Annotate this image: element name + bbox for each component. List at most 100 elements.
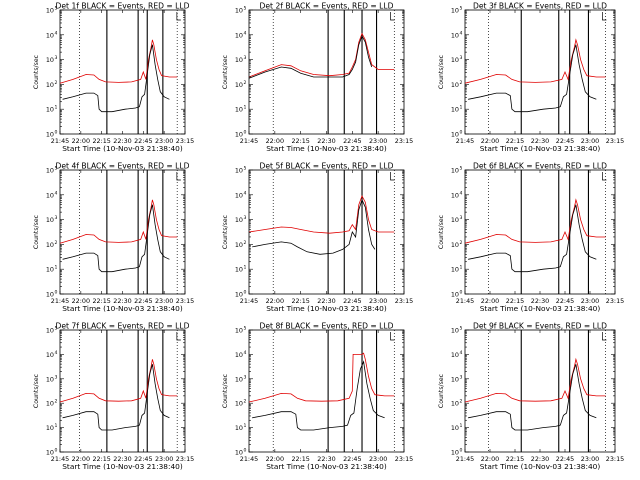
y-tick-label: 10 xyxy=(451,216,459,224)
x-tick-label: 23:15 xyxy=(395,455,413,463)
x-tick-label: 22:00 xyxy=(266,455,284,463)
events-series-line xyxy=(252,360,385,431)
y-tick-exponent: 3 xyxy=(55,374,58,380)
panel-title: Det 1f BLACK = Events, RED = LLD xyxy=(56,2,190,11)
x-tick-label: 23:00 xyxy=(155,297,173,305)
x-tick-label: 23:15 xyxy=(606,455,624,463)
x-tick-label: 22:15 xyxy=(506,455,524,463)
y-tick-label: 10 xyxy=(451,400,459,408)
events-series-line xyxy=(468,204,597,273)
detector-panel: Det 1f BLACK = Events, RED = LLD 21:45 22:… xyxy=(33,2,194,154)
y-tick-label: 10 xyxy=(46,81,54,89)
x-axis-label: Start Time (10-Nov-03 21:38:40) xyxy=(62,144,183,153)
events-series-line xyxy=(468,44,597,113)
x-tick-label: 22:30 xyxy=(531,297,549,305)
y-tick-exponent: 1 xyxy=(55,105,58,111)
y-tick-label: 10 xyxy=(235,7,243,15)
panel-title: Det 7f BLACK = Events, RED = LLD xyxy=(56,322,190,331)
y-tick-exponent: 4 xyxy=(55,30,58,36)
y-tick-exponent: 0 xyxy=(55,290,58,296)
x-tick-label: 21:45 xyxy=(240,137,258,145)
x-tick-label: 22:15 xyxy=(92,297,110,305)
x-tick-label: 21:45 xyxy=(51,297,69,305)
y-tick-exponent: 1 xyxy=(244,265,247,271)
events-series-line xyxy=(62,364,170,431)
y-tick-label: 10 xyxy=(46,7,54,15)
x-axis-label: Start Time (10-Nov-03 21:38:40) xyxy=(266,144,387,153)
y-tick-label: 10 xyxy=(235,81,243,89)
y-tick-label: 10 xyxy=(46,191,54,199)
y-tick-label: 10 xyxy=(46,449,54,457)
y-tick-label: 10 xyxy=(46,131,54,139)
y-tick-label: 10 xyxy=(46,400,54,408)
detector-panel: Det 3f BLACK = Events, RED = LLD 21:45 22:… xyxy=(438,2,624,154)
lld-series-line xyxy=(248,195,395,234)
axes-frame xyxy=(59,329,186,453)
y-tick-label: 10 xyxy=(46,266,54,274)
y-tick-exponent: 5 xyxy=(460,326,463,332)
x-tick-label: 23:00 xyxy=(369,455,387,463)
x-tick-label: 21:45 xyxy=(51,455,69,463)
y-tick-label: 10 xyxy=(451,56,459,64)
y-tick-label: 10 xyxy=(451,424,459,432)
y-tick-label: 10 xyxy=(235,131,243,139)
x-axis-label: Start Time (10-Nov-03 21:38:40) xyxy=(480,304,601,313)
panel-title: Det 3f BLACK = Events, RED = LLD xyxy=(473,2,607,11)
y-tick-exponent: 2 xyxy=(460,80,463,86)
x-tick-label: 22:00 xyxy=(481,137,499,145)
y-tick-label: 10 xyxy=(46,424,54,432)
x-tick-label: 22:45 xyxy=(343,297,361,305)
y-axis-label: Counts/sec xyxy=(33,214,40,249)
x-tick-label: 23:15 xyxy=(395,297,413,305)
lld-series-line xyxy=(59,39,178,84)
y-tick-exponent: 5 xyxy=(244,166,247,172)
y-tick-exponent: 0 xyxy=(460,290,463,296)
y-tick-exponent: 1 xyxy=(460,423,463,429)
x-tick-label: 22:15 xyxy=(506,297,524,305)
lld-series-line xyxy=(464,38,606,84)
y-tick-label: 10 xyxy=(451,81,459,89)
y-tick-exponent: 5 xyxy=(55,6,58,12)
y-tick-exponent: 2 xyxy=(55,399,58,405)
x-tick-label: 22:15 xyxy=(92,455,110,463)
y-tick-exponent: 0 xyxy=(244,290,247,296)
x-tick-label: 21:45 xyxy=(51,137,69,145)
panel-title: Det 4f BLACK = Events, RED = LLD xyxy=(56,162,190,171)
x-tick-label: 21:45 xyxy=(456,297,474,305)
y-tick-exponent: 2 xyxy=(55,80,58,86)
y-tick-label: 10 xyxy=(46,106,54,114)
lld-series-line xyxy=(464,198,606,244)
x-axis-label: Start Time (10-Nov-03 21:38:40) xyxy=(62,462,183,471)
x-tick-label: 23:15 xyxy=(176,455,194,463)
y-tick-label: 10 xyxy=(451,31,459,39)
y-tick-label: 10 xyxy=(235,31,243,39)
x-tick-label: 22:15 xyxy=(506,137,524,145)
y-tick-label: 10 xyxy=(235,191,243,199)
y-tick-exponent: 3 xyxy=(55,55,58,61)
x-tick-label: 22:45 xyxy=(343,455,361,463)
x-tick-label: 21:45 xyxy=(240,297,258,305)
x-tick-label: 22:45 xyxy=(134,455,152,463)
x-tick-label: 23:00 xyxy=(581,137,599,145)
y-tick-label: 10 xyxy=(235,167,243,175)
x-axis-label: Start Time (10-Nov-03 21:38:40) xyxy=(480,144,601,153)
x-tick-label: 22:00 xyxy=(72,297,90,305)
y-tick-label: 10 xyxy=(451,7,459,15)
y-tick-label: 10 xyxy=(46,56,54,64)
x-tick-label: 22:45 xyxy=(556,297,574,305)
y-tick-label: 10 xyxy=(451,351,459,359)
y-tick-exponent: 4 xyxy=(460,190,463,196)
x-tick-label: 22:45 xyxy=(134,137,152,145)
events-series-line xyxy=(248,35,373,79)
y-tick-exponent: 4 xyxy=(55,190,58,196)
x-tick-label: 22:00 xyxy=(481,297,499,305)
x-tick-label: 22:30 xyxy=(317,137,335,145)
y-tick-label: 10 xyxy=(235,351,243,359)
y-tick-exponent: 5 xyxy=(55,326,58,332)
y-tick-label: 10 xyxy=(451,327,459,335)
y-tick-label: 10 xyxy=(235,266,243,274)
y-tick-exponent: 1 xyxy=(55,265,58,271)
lld-series-line xyxy=(248,352,395,403)
time-bracket-marker xyxy=(602,332,607,341)
time-bracket-marker xyxy=(390,12,395,21)
